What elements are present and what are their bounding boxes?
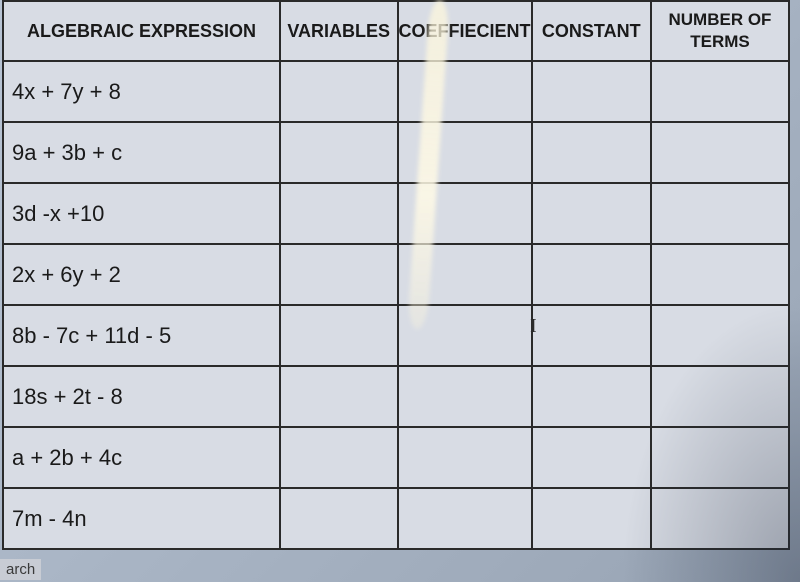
expression-cell: 7m - 4n	[3, 488, 280, 549]
header-expression: ALGEBRAIC EXPRESSION	[3, 1, 280, 61]
terms-cell[interactable]	[651, 366, 789, 427]
coefficient-cell[interactable]	[398, 366, 532, 427]
algebra-worksheet-table: ALGEBRAIC EXPRESSION VARIABLES COEFFIECI…	[2, 0, 790, 550]
expression-cell: 9a + 3b + c	[3, 122, 280, 183]
expression-cell: 4x + 7y + 8	[3, 61, 280, 122]
header-constant: CONSTANT	[532, 1, 651, 61]
expression-cell: 3d -x +10	[3, 183, 280, 244]
table-row: 9a + 3b + c	[3, 122, 789, 183]
terms-cell[interactable]	[651, 488, 789, 549]
table-row: 8b - 7c + 11d - 5	[3, 305, 789, 366]
table-row: 18s + 2t - 8	[3, 366, 789, 427]
coefficient-cell[interactable]	[398, 183, 532, 244]
table-row: a + 2b + 4c	[3, 427, 789, 488]
constant-cell[interactable]	[532, 61, 651, 122]
expression-cell: a + 2b + 4c	[3, 427, 280, 488]
coefficient-cell[interactable]	[398, 427, 532, 488]
table-row: 2x + 6y + 2	[3, 244, 789, 305]
table-header-row: ALGEBRAIC EXPRESSION VARIABLES COEFFIECI…	[3, 1, 789, 61]
header-terms: NUMBER OFTERMS	[651, 1, 789, 61]
constant-cell[interactable]	[532, 488, 651, 549]
terms-cell[interactable]	[651, 61, 789, 122]
variables-cell[interactable]	[280, 366, 398, 427]
table-body: 4x + 7y + 8 9a + 3b + c 3d -x +10	[3, 61, 789, 549]
variables-cell[interactable]	[280, 427, 398, 488]
table-row: 3d -x +10	[3, 183, 789, 244]
constant-cell[interactable]	[532, 366, 651, 427]
header-variables: VARIABLES	[280, 1, 398, 61]
constant-cell[interactable]	[532, 427, 651, 488]
constant-cell[interactable]	[532, 305, 651, 366]
expression-cell: 18s + 2t - 8	[3, 366, 280, 427]
worksheet-table-container: ALGEBRAIC EXPRESSION VARIABLES COEFFIECI…	[2, 0, 790, 550]
coefficient-cell[interactable]	[398, 305, 532, 366]
terms-cell[interactable]	[651, 122, 789, 183]
variables-cell[interactable]	[280, 244, 398, 305]
constant-cell[interactable]	[532, 183, 651, 244]
variables-cell[interactable]	[280, 488, 398, 549]
coefficient-cell[interactable]	[398, 244, 532, 305]
variables-cell[interactable]	[280, 61, 398, 122]
constant-cell[interactable]	[532, 122, 651, 183]
terms-cell[interactable]	[651, 427, 789, 488]
coefficient-cell[interactable]	[398, 61, 532, 122]
header-coefficient: COEFFIECIENT	[398, 1, 532, 61]
expression-cell: 8b - 7c + 11d - 5	[3, 305, 280, 366]
constant-cell[interactable]	[532, 244, 651, 305]
variables-cell[interactable]	[280, 122, 398, 183]
terms-cell[interactable]	[651, 183, 789, 244]
variables-cell[interactable]	[280, 183, 398, 244]
partial-search-text: arch	[0, 559, 41, 580]
terms-cell[interactable]	[651, 244, 789, 305]
coefficient-cell[interactable]	[398, 488, 532, 549]
variables-cell[interactable]	[280, 305, 398, 366]
coefficient-cell[interactable]	[398, 122, 532, 183]
table-row: 7m - 4n	[3, 488, 789, 549]
expression-cell: 2x + 6y + 2	[3, 244, 280, 305]
table-row: 4x + 7y + 8	[3, 61, 789, 122]
terms-cell[interactable]	[651, 305, 789, 366]
